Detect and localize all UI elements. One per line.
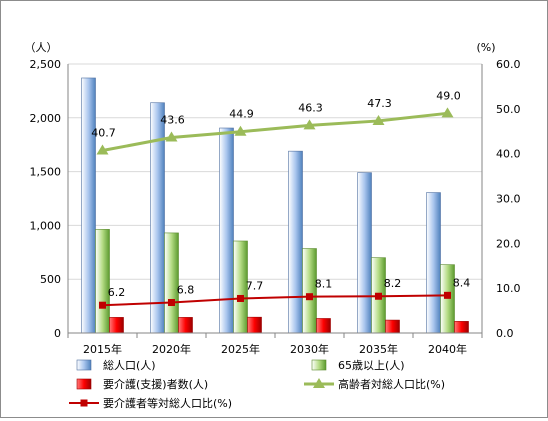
left-tick-label: 2,500 [30, 58, 62, 71]
x-tick-label: 2015年 [83, 342, 122, 356]
bar-total-population [81, 77, 96, 334]
x-axis-tick-labels: 2015年 2020年 2025年 2030年 2035年 2040年 [83, 342, 467, 356]
legend-swatch [311, 359, 327, 371]
right-axis-tick-labels: 0.0 10.0 20.0 30.0 40.0 50.0 60.0 [496, 58, 521, 340]
data-label-care-ratio: 7.7 [246, 279, 264, 292]
legend-label: 総人口(人) [103, 358, 156, 372]
legend: 総人口(人) 65歳以上(人) 要介護(支援)者数(人) 高齢者対総人口比(%) 要介護… [69, 358, 445, 410]
right-tick-label: 60.0 [496, 58, 521, 71]
point-elderly-ratio [303, 119, 316, 130]
bar-care-recipients [385, 319, 400, 334]
bar-series [81, 77, 469, 334]
right-tick-label: 40.0 [496, 148, 521, 161]
point-care-ratio [237, 294, 244, 302]
bar-total-population [357, 172, 372, 334]
point-elderly-ratio [234, 125, 247, 136]
bar-care-recipients [109, 317, 124, 334]
legend-marker-square [80, 399, 88, 407]
point-elderly-ratio [372, 114, 385, 125]
left-tick-label: 1,500 [30, 166, 62, 179]
left-tick-label: 500 [40, 273, 61, 286]
bar-65-and-over [95, 229, 110, 334]
point-elderly-ratio [96, 144, 109, 155]
legend-label: 要介護者等対総人口比(%) [103, 396, 232, 410]
left-tick-label: 2,000 [30, 112, 62, 125]
right-tick-label: 20.0 [496, 237, 521, 250]
left-tick-label: 0 [54, 327, 61, 340]
data-label-elderly-ratio: 49.0 [436, 89, 461, 102]
left-axis-unit: （人） [25, 41, 58, 54]
point-care-ratio [444, 291, 451, 299]
x-tick-label: 2025年 [221, 342, 260, 356]
data-label-elderly-ratio: 43.6 [160, 114, 185, 127]
x-tick-label: 2035年 [359, 342, 398, 356]
data-label-elderly-ratio: 40.7 [91, 127, 116, 140]
right-tick-label: 0.0 [496, 327, 514, 340]
bar-total-population [288, 150, 303, 334]
line-series: 40.7 43.6 44.9 46.3 47.3 49.0 6.2 6.8 7.7 8.1 8.2 8… [91, 89, 471, 309]
x-tick-label: 2020年 [152, 342, 191, 356]
right-tick-label: 50.0 [496, 103, 521, 116]
point-elderly-ratio [441, 107, 454, 118]
legend-marker-triangle [313, 378, 325, 388]
left-axis-tick-labels: 0 500 1,000 1,500 2,000 2,500 [30, 58, 62, 340]
bar-care-recipients [454, 321, 469, 334]
data-label-elderly-ratio: 47.3 [367, 97, 392, 110]
data-label-care-ratio: 6.8 [177, 284, 195, 297]
point-elderly-ratio [165, 131, 178, 142]
axes [67, 64, 483, 338]
legend-swatch [76, 359, 92, 371]
right-tick-label: 10.0 [496, 282, 521, 295]
bar-total-population [219, 127, 234, 334]
point-care-ratio [168, 299, 175, 307]
line-elderly-ratio [102, 111, 448, 153]
legend-label: 65歳以上(人) [338, 359, 405, 372]
data-label-care-ratio: 8.1 [315, 278, 333, 291]
point-care-ratio [375, 292, 382, 300]
bar-care-recipients [178, 317, 193, 334]
data-label-care-ratio: 8.4 [453, 276, 471, 289]
gridlines [68, 63, 482, 280]
data-label-care-ratio: 8.2 [384, 277, 402, 290]
point-care-ratio [99, 301, 106, 309]
legend-label: 高齢者対総人口比(%) [338, 377, 445, 391]
left-tick-label: 1,000 [30, 219, 62, 232]
line-care-ratio [102, 294, 448, 307]
legend-label: 要介護(支援)者数(人) [103, 377, 208, 391]
x-tick-label: 2030年 [290, 342, 329, 356]
point-care-ratio [306, 293, 313, 301]
right-axis-unit: (%) [476, 41, 495, 54]
data-label-elderly-ratio: 46.3 [298, 101, 323, 114]
bar-65-and-over [302, 248, 317, 334]
bar-care-recipients [316, 318, 331, 334]
data-label-elderly-ratio: 44.9 [229, 108, 254, 121]
legend-swatch [76, 378, 92, 390]
bar-total-population [150, 102, 165, 334]
right-tick-label: 30.0 [496, 193, 521, 206]
data-label-care-ratio: 6.2 [108, 286, 126, 299]
bar-total-population [426, 192, 441, 334]
bar-care-recipients [247, 316, 262, 334]
x-tick-label: 2040年 [428, 342, 467, 356]
